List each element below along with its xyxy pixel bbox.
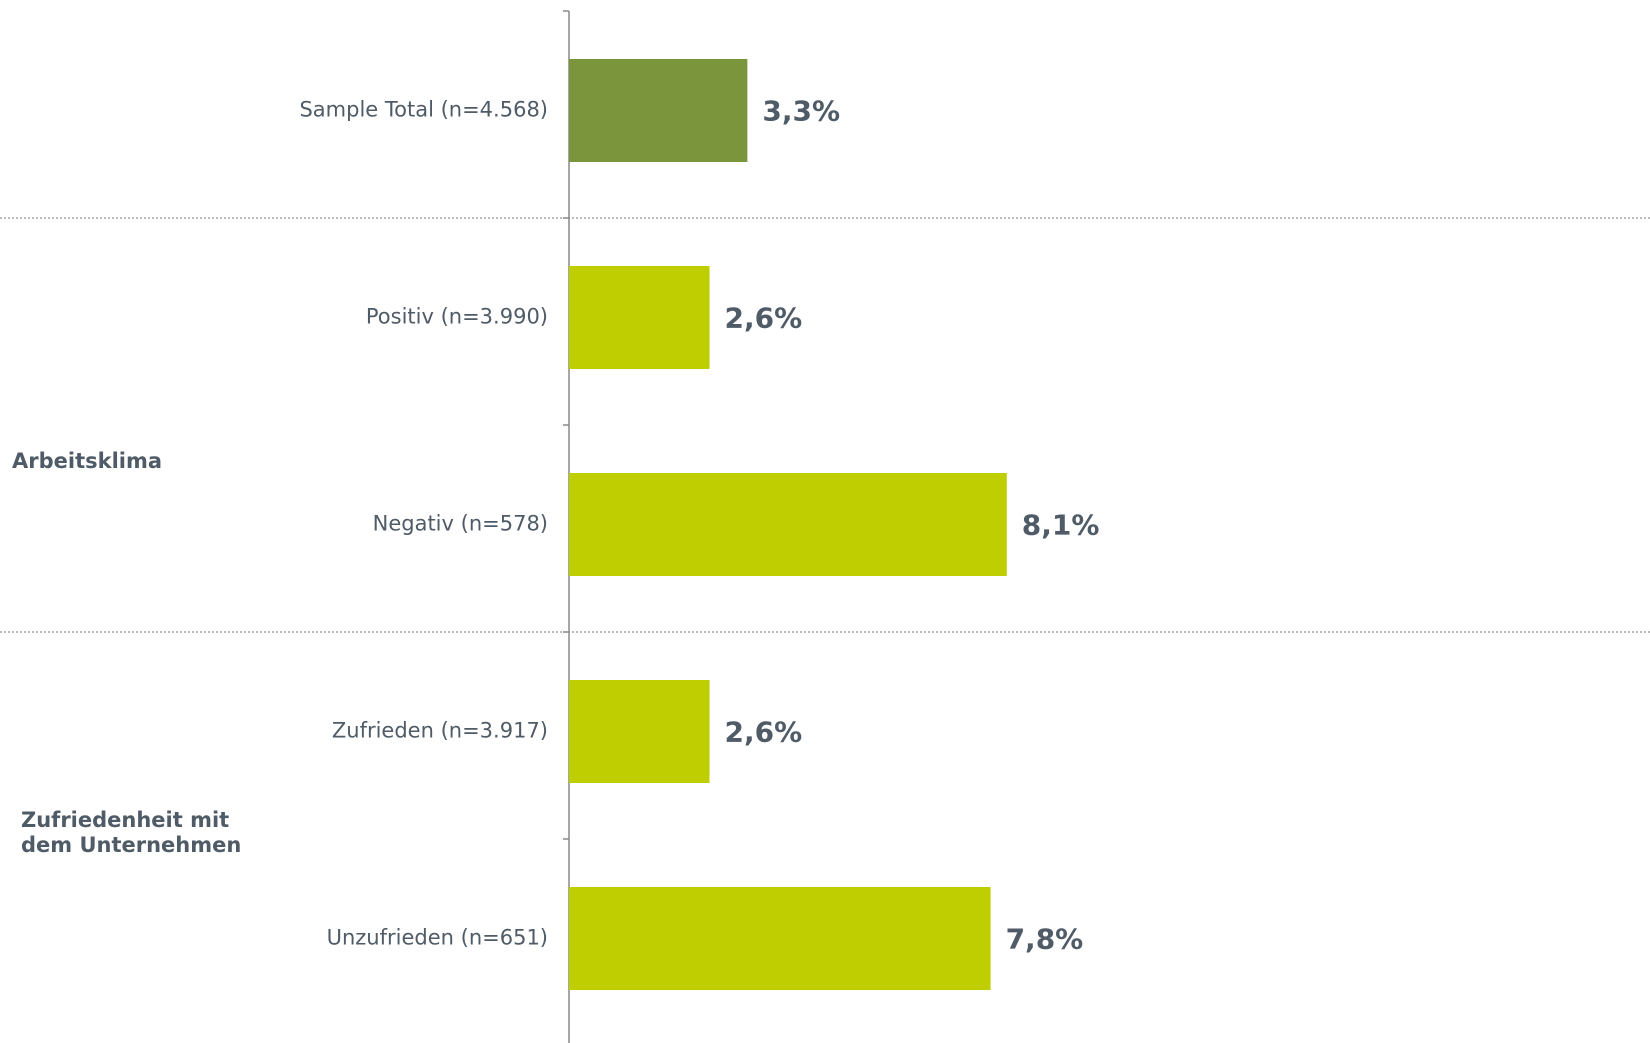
category-label: Negativ (n=578) xyxy=(373,512,548,536)
group-label: Arbeitsklima xyxy=(12,449,162,473)
category-label: Sample Total (n=4.568) xyxy=(299,98,548,122)
group-label: dem Unternehmen xyxy=(21,833,241,857)
value-label: 2,6% xyxy=(725,302,803,335)
bar xyxy=(569,680,710,783)
category-label: Unzufrieden (n=651) xyxy=(327,926,548,950)
bar xyxy=(569,59,748,162)
category-label: Positiv (n=3.990) xyxy=(366,305,548,329)
bar xyxy=(569,473,1007,576)
value-label: 7,8% xyxy=(1006,923,1084,956)
value-label: 2,6% xyxy=(725,716,803,749)
bar xyxy=(569,887,991,990)
value-label: 8,1% xyxy=(1022,509,1100,542)
category-label: Zufrieden (n=3.917) xyxy=(332,719,548,743)
group-label: Zufriedenheit mit xyxy=(21,808,229,832)
bar xyxy=(569,266,710,369)
value-label: 3,3% xyxy=(762,95,840,128)
